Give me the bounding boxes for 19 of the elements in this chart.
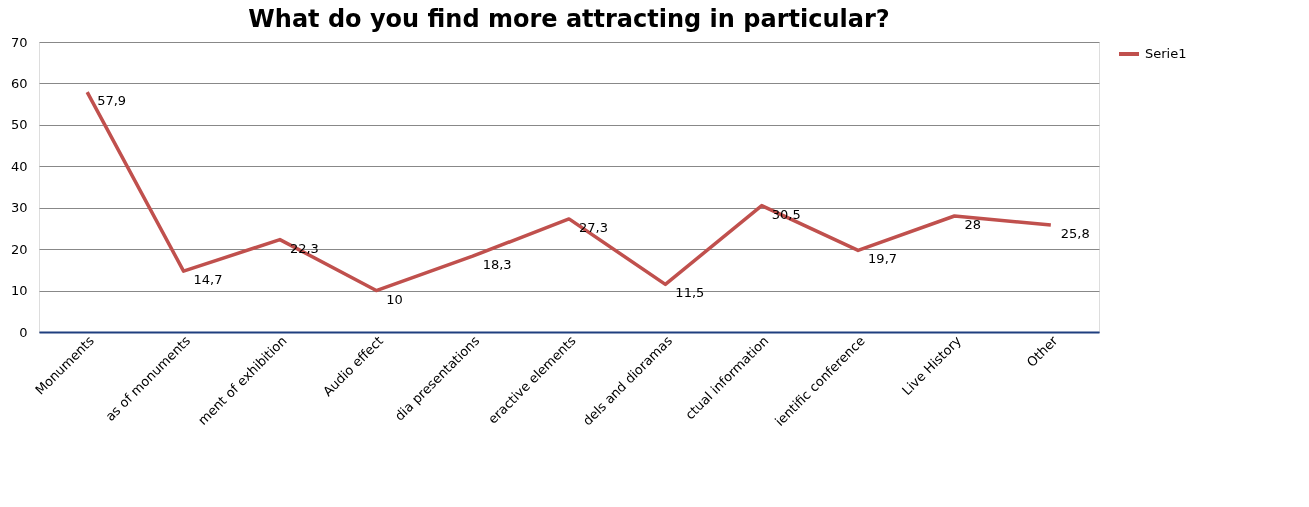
data-label: 10 — [386, 291, 403, 307]
data-label: 57,9 — [97, 93, 127, 109]
legend-label: Serie1 — [1145, 46, 1187, 61]
y-tick-label: 0 — [19, 324, 28, 340]
data-label: 27,3 — [579, 219, 608, 235]
y-tick-label: 30 — [10, 200, 28, 216]
data-label: 28 — [964, 217, 981, 232]
y-tick-label: 50 — [10, 117, 28, 133]
y-tick-label: 40 — [10, 158, 28, 174]
y-tick-label: 60 — [10, 75, 28, 91]
data-label: 25,8 — [1060, 226, 1090, 242]
y-tick-label: 70 — [10, 34, 28, 50]
data-label: 19,7 — [868, 251, 898, 267]
y-tick-label: 20 — [10, 241, 28, 257]
data-label: 14,7 — [193, 272, 223, 288]
data-label: 18,3 — [482, 257, 512, 273]
chart-title: What do you find more attracting in particular? — [248, 5, 890, 33]
y-tick-label: 10 — [10, 283, 28, 299]
data-label: 11,5 — [675, 285, 705, 301]
